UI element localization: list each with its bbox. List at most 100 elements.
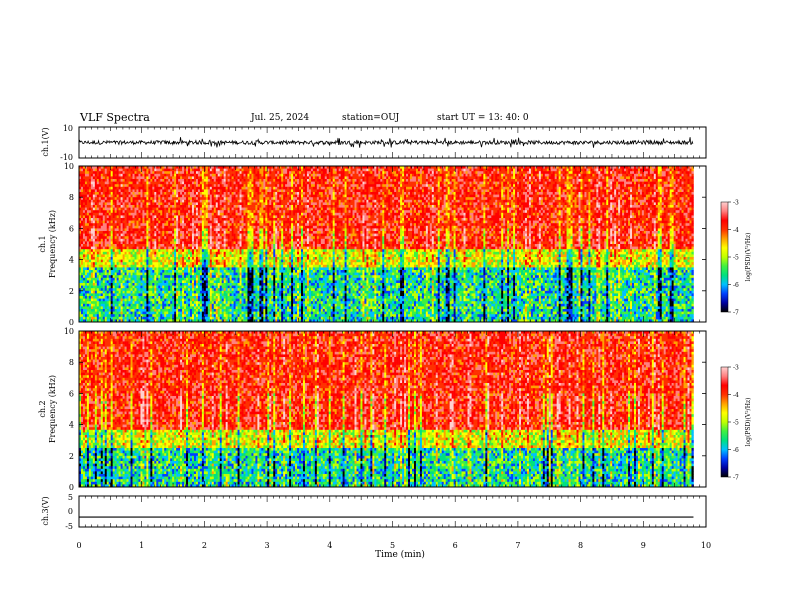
spectrogram-cell: [174, 283, 176, 286]
spectrogram-cell: [156, 254, 158, 257]
spectrogram-cell: [91, 254, 93, 257]
spectrogram-cell: [91, 195, 93, 198]
spectrogram-cell: [166, 228, 168, 231]
spectrogram-cell: [166, 260, 168, 263]
spectrogram-cell: [99, 202, 101, 205]
spectrogram-cell: [87, 234, 89, 237]
spectrogram-cell: [85, 249, 87, 252]
spectrogram-cell: [129, 184, 131, 187]
spectrogram-cell: [103, 169, 105, 172]
spectrogram-cell: [109, 221, 111, 224]
spectrogram-cell: [101, 273, 103, 276]
spectrogram-cell: [123, 296, 125, 299]
spectrogram-cell: [109, 260, 111, 263]
spectrogram-cell: [89, 195, 91, 198]
spectrogram-cell: [93, 195, 95, 198]
spectrogram-cell: [180, 247, 182, 250]
spectrogram-cell: [184, 265, 186, 268]
spectrogram-cell: [129, 210, 131, 213]
spectrogram-cell: [140, 265, 142, 268]
spectrogram-cell: [83, 288, 85, 291]
spectrogram-cell: [123, 182, 125, 185]
spectrogram-cell: [119, 228, 121, 231]
spectrogram-cell: [170, 257, 172, 260]
spectrogram-cell: [101, 317, 103, 320]
spectrogram-cell: [109, 317, 111, 320]
spectrogram-cell: [164, 205, 166, 208]
spectrogram-cell: [136, 228, 138, 231]
spectrogram-cell: [119, 174, 121, 177]
spectrogram-cell: [176, 200, 178, 203]
spectrogram-cell: [127, 301, 129, 304]
spectrogram-cell: [121, 231, 123, 234]
spectrogram-cell: [87, 239, 89, 242]
spectrogram-cell: [127, 205, 129, 208]
spectrogram-cell: [131, 195, 133, 198]
spectrogram-cell: [170, 213, 172, 216]
spectrogram-cell: [85, 254, 87, 257]
spectrogram-cell: [113, 275, 115, 278]
spectrogram-cell: [95, 205, 97, 208]
spectrogram-cell: [127, 221, 129, 224]
spectrogram-cell: [146, 236, 148, 239]
spectrogram-cell: [168, 176, 170, 179]
spectrogram-cell: [133, 254, 135, 257]
spectrogram-cell: [89, 221, 91, 224]
spectrogram-cell: [93, 288, 95, 291]
spectrogram-cell: [117, 189, 119, 192]
spectrogram-cell: [111, 205, 113, 208]
spectrogram-cell: [158, 195, 160, 198]
spectrogram-cell: [174, 249, 176, 252]
spectrogram-cell: [156, 278, 158, 281]
spectrogram-cell: [156, 213, 158, 216]
spectrogram-cell: [121, 176, 123, 179]
spectrogram-cell: [160, 169, 162, 172]
spectrogram-cell: [115, 270, 117, 273]
spectrogram-cell: [174, 247, 176, 250]
spectrogram-cell: [97, 226, 99, 229]
spectrogram-cell: [144, 301, 146, 304]
spectrogram-cell: [91, 262, 93, 265]
spectrogram-cell: [105, 288, 107, 291]
spectrogram-cell: [168, 304, 170, 307]
spectrogram-cell: [182, 280, 184, 283]
spectrogram-cell: [103, 215, 105, 218]
spectrogram-cell: [119, 210, 121, 213]
spectrogram-cell: [170, 283, 172, 286]
spectrogram-cell: [129, 265, 131, 268]
spectrogram-cell: [162, 218, 164, 221]
spectrogram-cell: [176, 286, 178, 289]
spectrogram-cell: [164, 169, 166, 172]
spectrogram-cell: [89, 314, 91, 317]
spectrogram-cell: [95, 228, 97, 231]
spectrogram-cell: [142, 291, 144, 294]
spectrogram-cell: [81, 187, 83, 190]
spectrogram-cell: [99, 192, 101, 195]
spectrogram-cell: [113, 215, 115, 218]
spectrogram-cell: [140, 202, 142, 205]
spectrogram-cell: [186, 293, 188, 296]
spectrogram-cell: [133, 309, 135, 312]
spectrogram-cell: [152, 270, 154, 273]
spectrogram-cell: [133, 265, 135, 268]
spectrogram-cell: [148, 314, 150, 317]
spectrogram-cell: [103, 288, 105, 291]
spectrogram-cell: [123, 184, 125, 187]
spectrogram-cell: [101, 244, 103, 247]
spectrogram-cell: [107, 171, 109, 174]
spectrogram-cell: [115, 275, 117, 278]
spectrogram-cell: [117, 197, 119, 200]
spectrogram-cell: [182, 239, 184, 242]
spectrogram-cell: [127, 244, 129, 247]
spectrogram-cell: [182, 267, 184, 270]
spectrogram-cell: [180, 202, 182, 205]
spectrogram-cell: [101, 291, 103, 294]
spectrogram-cell: [166, 301, 168, 304]
spectrogram-cell: [127, 304, 129, 307]
spectrogram-cell: [117, 239, 119, 242]
spectrogram-cell: [158, 215, 160, 218]
spectrogram-cell: [81, 234, 83, 237]
spectrogram-cell: [164, 221, 166, 224]
spectrogram-cell: [168, 293, 170, 296]
spectrogram-cell: [119, 244, 121, 247]
